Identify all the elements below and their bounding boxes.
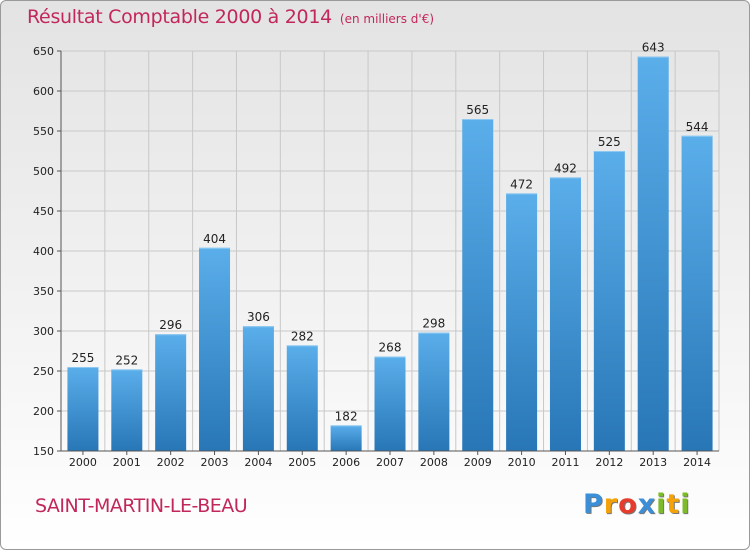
- bar: [242, 326, 274, 451]
- data-label: 182: [335, 409, 358, 423]
- x-tick-label: 2001: [113, 456, 141, 469]
- data-label: 643: [642, 41, 665, 55]
- x-tick-label: 2008: [420, 456, 448, 469]
- data-label: 282: [291, 329, 314, 343]
- y-tick-label: 300: [33, 325, 54, 338]
- y-tick-label: 200: [33, 405, 54, 418]
- data-label: 255: [71, 351, 94, 365]
- y-tick-label: 650: [33, 45, 54, 58]
- logo-letter: x: [637, 489, 657, 520]
- chart-title-text: Résultat Comptable 2000 à 2014: [27, 6, 332, 28]
- data-label: 296: [159, 318, 182, 332]
- x-tick-label: 2012: [595, 456, 623, 469]
- y-tick-label: 450: [33, 205, 54, 218]
- bar: [286, 345, 318, 451]
- bar: [637, 56, 669, 451]
- bar: [506, 193, 538, 451]
- data-label: 565: [466, 103, 489, 117]
- bar: [67, 367, 99, 451]
- logo-letter: P: [583, 489, 604, 520]
- x-tick-label: 2000: [69, 456, 97, 469]
- bar: [462, 119, 494, 451]
- x-tick-label: 2005: [288, 456, 316, 469]
- x-tick-label: 2006: [332, 456, 360, 469]
- data-label: 268: [379, 341, 402, 355]
- logo-letter: t: [666, 489, 681, 520]
- data-label: 298: [422, 317, 445, 331]
- logo-letter: i: [680, 489, 691, 520]
- data-label: 472: [510, 177, 533, 191]
- bars: 255 252 296 404 306 282 182 268 298 565 472 492 525 6…: [67, 41, 713, 452]
- bar: [374, 356, 406, 451]
- bar: [199, 247, 231, 451]
- y-tick-label: 400: [33, 245, 54, 258]
- axes: 150 200 250 300 350 400 450 500 550 600 650 2000 200…: [33, 45, 719, 469]
- x-tick-label: 2003: [201, 456, 229, 469]
- data-label: 544: [686, 120, 709, 134]
- y-tick-label: 350: [33, 285, 54, 298]
- data-label: 404: [203, 232, 226, 246]
- data-label: 492: [554, 161, 577, 175]
- x-tick-label: 2009: [464, 456, 492, 469]
- y-tick-label: 550: [33, 125, 54, 138]
- bar: [111, 369, 143, 451]
- data-label: 306: [247, 310, 270, 324]
- x-tick-label: 2011: [551, 456, 579, 469]
- data-label: 525: [598, 135, 621, 149]
- y-tick-label: 500: [33, 165, 54, 178]
- logo-letter: o: [618, 489, 638, 520]
- proxiti-logo[interactable]: Proxiti: [583, 489, 691, 520]
- x-tick-label: 2013: [639, 456, 667, 469]
- x-tick-label: 2004: [244, 456, 272, 469]
- bar: [155, 334, 187, 451]
- bar: [330, 425, 362, 451]
- y-tick-label: 150: [33, 445, 54, 458]
- data-label: 252: [115, 353, 138, 367]
- x-tick-label: 2014: [683, 456, 711, 469]
- commune-name: SAINT-MARTIN-LE-BEAU: [35, 495, 248, 517]
- x-tick-label: 2010: [508, 456, 536, 469]
- bar: [418, 332, 450, 451]
- bar: [549, 177, 581, 451]
- chart-unit: (en milliers d'€): [339, 12, 435, 26]
- chart-title: Résultat Comptable 2000 à 2014 (en millie…: [27, 6, 434, 28]
- y-tick-label: 250: [33, 365, 54, 378]
- x-tick-label: 2002: [157, 456, 185, 469]
- y-tick-label: 600: [33, 85, 54, 98]
- bar: [593, 151, 625, 451]
- x-tick-label: 2007: [376, 456, 404, 469]
- bar: [681, 135, 713, 452]
- logo-letter: r: [603, 489, 619, 520]
- logo-letter: i: [656, 489, 667, 520]
